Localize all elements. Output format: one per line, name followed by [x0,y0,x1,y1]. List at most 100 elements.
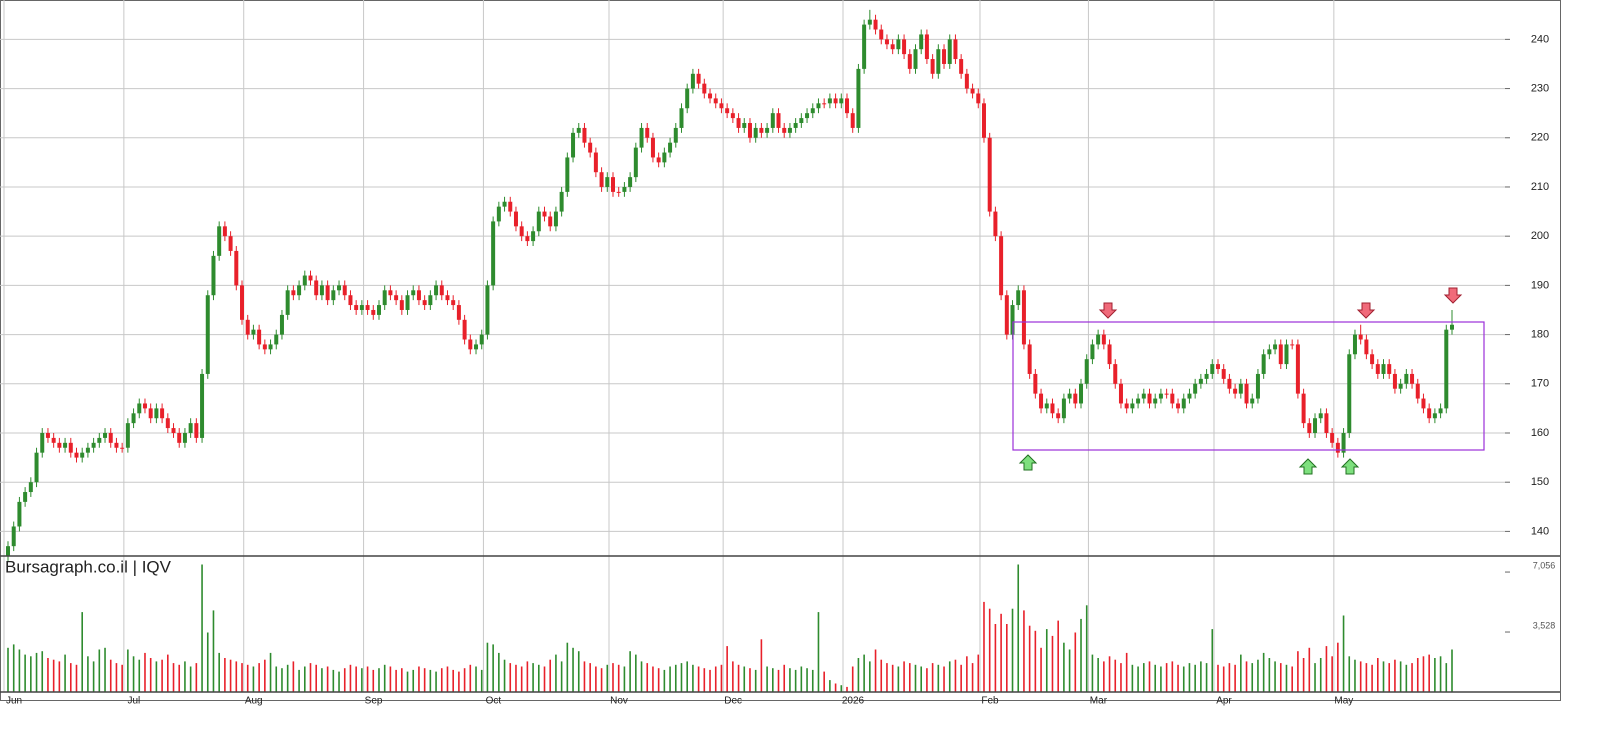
x-tick-label: May [1334,696,1353,707]
volume-bar [144,652,146,692]
volume-bar [281,668,283,692]
candle-body [999,236,1004,296]
candle-body [850,113,855,128]
x-tick-label: Jun [6,696,22,707]
volume-bar [1359,661,1362,692]
volume-bar [1245,661,1248,692]
volume-bar [680,663,683,692]
volume-bar [446,666,449,692]
candle-body [331,290,336,301]
candle-body [822,103,827,105]
candle-body [650,137,655,158]
candle-body [337,285,342,291]
candle-body [194,423,199,438]
candle-body [782,127,787,133]
volume-bar [891,664,894,692]
candle-body [1404,373,1409,384]
candle-body [165,418,170,429]
up-arrow [1298,458,1318,475]
y-tick-label: 210 [1531,181,1549,193]
volume-bar [12,644,15,692]
candle-body [827,98,832,104]
candle-body [6,546,10,556]
candle-body [1267,349,1272,355]
candle-body [1278,344,1283,365]
volume-bar [1057,620,1059,692]
volume-bar [1188,663,1191,692]
candle-body [633,147,638,178]
volume-bar [714,666,717,692]
candle-body [605,177,610,187]
volume-bar [537,664,540,692]
candle-body [559,191,564,212]
volume-bar [669,666,671,692]
candle-body [1170,393,1175,404]
candle-body [1039,393,1044,409]
candle-body [553,211,558,227]
volume-bar [623,666,626,692]
candle-body [1318,413,1323,419]
candle-body [696,73,701,84]
candle-body [787,127,792,133]
candle-body [103,432,108,438]
volume-bar [115,663,118,692]
candle-body [422,300,427,306]
candle-body [1330,432,1335,443]
volume-bar [971,663,974,692]
volume-bar [1074,632,1077,692]
candle-body [953,39,958,60]
volume-bar [1011,608,1014,692]
volume-bar [1217,664,1219,692]
volume-bar [1331,656,1333,692]
candle-body [622,186,627,192]
candle-body [593,152,598,173]
volume-bar [720,664,723,692]
candle-body [302,275,307,286]
volume-bar [829,680,831,692]
volume-bar [469,664,472,692]
volume-bar [1103,661,1105,692]
candle-body [496,206,501,222]
candle-body [348,295,353,306]
candle-body [1118,383,1123,404]
volume-bar [1365,663,1368,692]
candle-body [1061,398,1066,419]
candle-body [217,226,222,256]
candle-body [1290,344,1295,346]
candle-body [1387,364,1392,374]
candle-body [656,157,661,163]
volume-bar [532,663,534,692]
volume-bar [686,661,688,692]
volume-bar [258,663,260,692]
volume-bar [948,661,951,692]
candle-body [730,113,735,119]
candle-body [793,123,798,128]
volume-bar [503,659,506,692]
candle-body [1187,393,1192,399]
volume-bar [749,668,751,692]
volume-bar [212,610,215,692]
candle-body [1193,383,1198,394]
candle-body [639,127,644,148]
volume-bar [908,663,911,692]
candle-body [913,49,918,69]
volume-bar [1274,661,1276,692]
volume-bar [1279,663,1282,692]
volume-bar [1120,663,1122,692]
candle-body [63,442,68,448]
candle-body [1335,442,1340,453]
x-tick-label: Nov [610,696,628,707]
candle-body [513,211,518,227]
volume-bar [1165,663,1168,692]
candle-body [434,285,439,296]
volume-bar [1045,629,1048,692]
volume-bar [1205,663,1208,692]
volume-bar [218,652,220,692]
volume-bar [772,668,774,692]
candle-body [1136,398,1141,404]
volume-bar [486,642,489,692]
candle-body [753,127,758,138]
volume-bar [903,661,905,692]
candle-body [1432,413,1437,419]
candle-body [1375,364,1380,374]
